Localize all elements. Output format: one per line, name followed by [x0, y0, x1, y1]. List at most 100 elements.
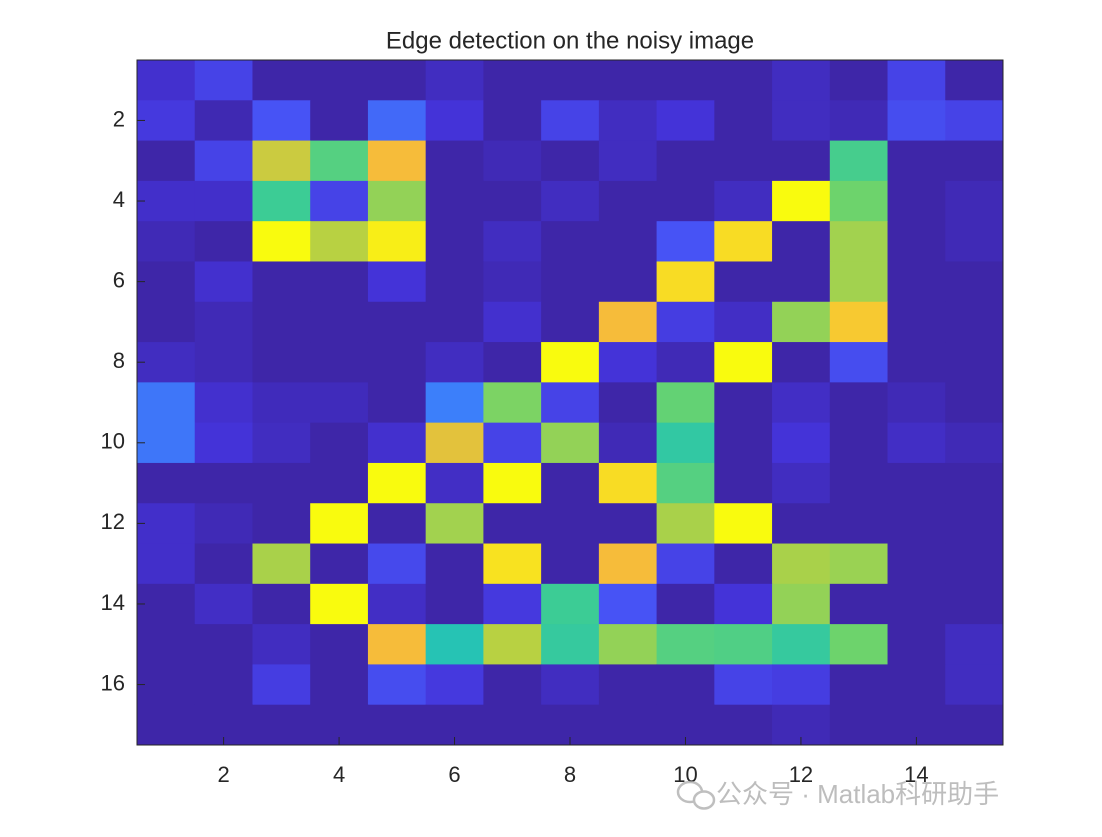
heatmap-cell — [483, 180, 542, 222]
heatmap-cell — [829, 301, 889, 343]
heatmap-cell — [137, 180, 196, 222]
heatmap-cell — [483, 624, 542, 665]
heatmap-cell — [425, 60, 484, 101]
heatmap-cell — [714, 100, 773, 142]
heatmap-cell — [310, 261, 369, 303]
heatmap-cell — [829, 180, 889, 222]
heatmap-cell — [483, 422, 542, 464]
heatmap-cell — [194, 60, 253, 101]
heatmap-cell — [483, 704, 542, 746]
heatmap-cell — [252, 221, 311, 262]
heatmap-cell — [945, 342, 1004, 383]
heatmap-cell — [887, 624, 946, 665]
watermark-icon — [692, 790, 716, 810]
heatmap-cell — [310, 543, 369, 585]
heatmap-cell — [541, 100, 600, 142]
heatmap-cell — [252, 664, 311, 706]
heatmap-cell — [367, 503, 427, 545]
heatmap-cell — [887, 261, 946, 303]
heatmap-cell — [252, 462, 311, 504]
x-tick-label: 6 — [448, 762, 460, 787]
heatmap-cell — [541, 664, 600, 706]
heatmap-cell — [425, 503, 484, 545]
heatmap-cell — [772, 140, 831, 182]
heatmap-cell — [252, 180, 311, 222]
heatmap-cell — [137, 583, 196, 625]
heatmap-cell — [887, 503, 946, 545]
heatmap-cell — [367, 462, 427, 504]
heatmap-cell — [829, 140, 889, 182]
heatmap-cell — [425, 583, 484, 625]
heatmap-cell — [656, 140, 715, 182]
heatmap-cell — [310, 100, 369, 142]
heatmap-cell — [541, 221, 600, 262]
heatmap-cell — [772, 624, 831, 665]
heatmap-cell — [194, 422, 253, 464]
heatmap-cell — [310, 664, 369, 706]
heatmap-cell — [194, 301, 253, 343]
heatmap-cell — [367, 301, 427, 343]
heatmap-cell — [598, 422, 658, 464]
heatmap-cell — [137, 301, 196, 343]
y-tick-label: 14 — [101, 590, 125, 615]
heatmap-cell — [541, 583, 600, 625]
heatmap-cell — [483, 140, 542, 182]
heatmap-cell — [252, 704, 311, 746]
heatmap-cell — [656, 462, 715, 504]
heatmap-cell — [714, 624, 773, 665]
heatmap-cell — [425, 422, 484, 464]
y-tick-label: 10 — [101, 429, 125, 454]
heatmap-cell — [887, 664, 946, 706]
heatmap-cell — [945, 261, 1004, 303]
heatmap-cell — [945, 60, 1004, 101]
heatmap-cell — [714, 261, 773, 303]
heatmap-cell — [772, 382, 831, 424]
heatmap-cell — [829, 664, 889, 706]
heatmap-cell — [252, 583, 311, 625]
heatmap-cell — [194, 462, 253, 504]
heatmap-cell — [137, 221, 196, 262]
y-tick-label: 16 — [101, 670, 125, 695]
heatmap-cell — [194, 543, 253, 585]
heatmap-cell — [714, 382, 773, 424]
heatmap-cell — [829, 382, 889, 424]
heatmap-cell — [829, 462, 889, 504]
heatmap-cell — [887, 462, 946, 504]
heatmap-cell — [252, 261, 311, 303]
y-tick-label: 2 — [113, 106, 125, 131]
heatmap-cell — [194, 261, 253, 303]
heatmap-cell — [945, 503, 1004, 545]
heatmap-cell — [945, 100, 1004, 142]
heatmap-cell — [829, 503, 889, 545]
heatmap-cell — [772, 664, 831, 706]
heatmap-cell — [367, 100, 427, 142]
heatmap-cell — [367, 664, 427, 706]
heatmap-cell — [310, 624, 369, 665]
watermark-text: 公众号 · Matlab科研助手 — [716, 779, 999, 809]
heatmap-cell — [194, 583, 253, 625]
heatmap-cell — [945, 543, 1004, 585]
heatmap-cell — [829, 583, 889, 625]
heatmap-cell — [772, 180, 831, 222]
x-tick-label: 14 — [904, 762, 928, 787]
heatmap-cell — [310, 583, 369, 625]
heatmap-cell — [829, 261, 889, 303]
heatmap-cell — [714, 503, 773, 545]
heatmap-cell — [598, 382, 658, 424]
heatmap-cell — [656, 422, 715, 464]
chart-title: Edge detection on the noisy image — [386, 27, 754, 54]
heatmap-cells — [137, 60, 1004, 746]
heatmap-cell — [772, 503, 831, 545]
heatmap-cell — [252, 342, 311, 383]
heatmap-cell — [367, 180, 427, 222]
heatmap-cell — [194, 221, 253, 262]
heatmap-cell — [945, 140, 1004, 182]
heatmap-cell — [137, 342, 196, 383]
heatmap-cell — [541, 503, 600, 545]
heatmap-cell — [367, 624, 427, 665]
heatmap-cell — [714, 140, 773, 182]
heatmap-cell — [598, 60, 658, 101]
heatmap-cell — [772, 60, 831, 101]
heatmap-cell — [367, 140, 427, 182]
heatmap-cell — [483, 543, 542, 585]
